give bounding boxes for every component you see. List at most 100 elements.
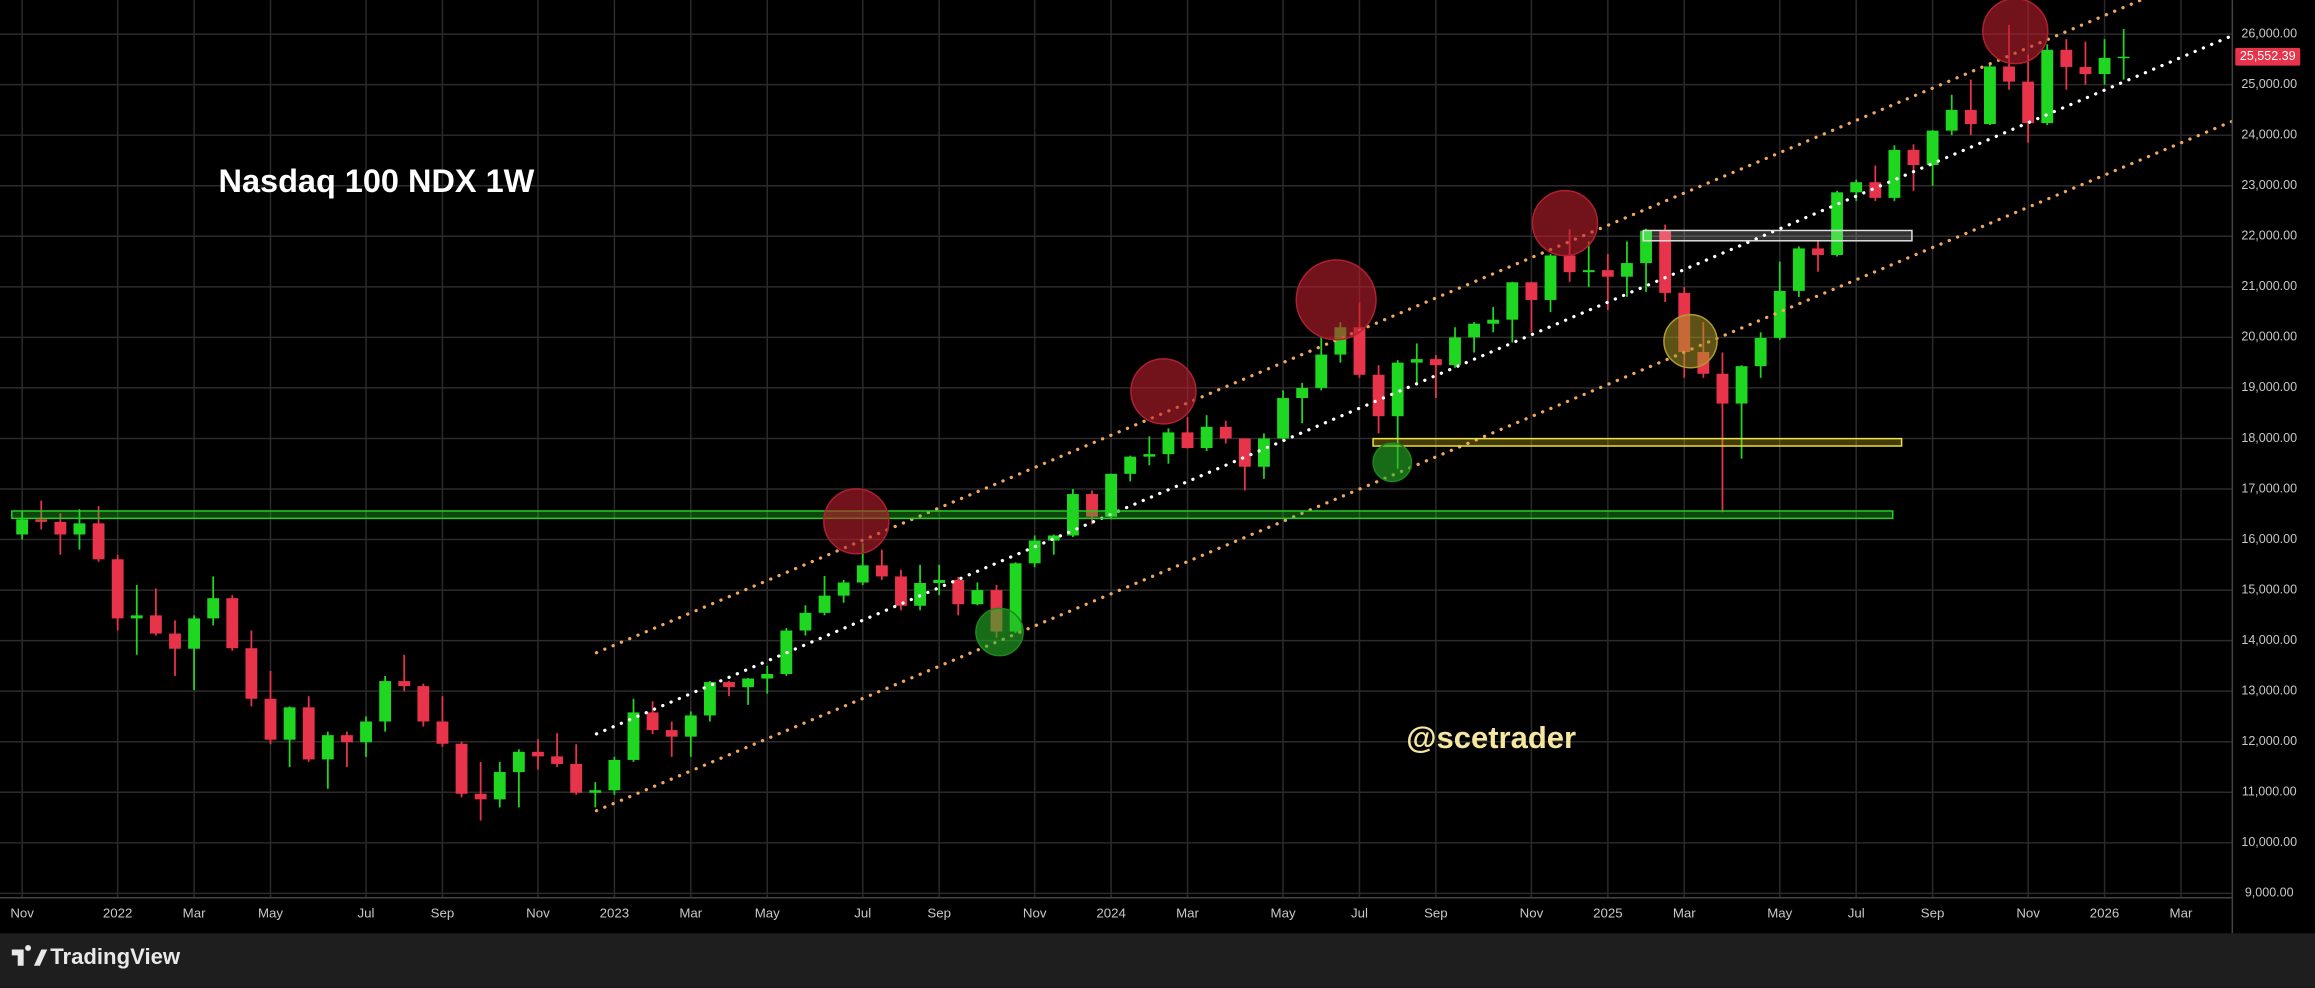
candle-body: [130, 615, 143, 619]
candle-body: [1640, 230, 1652, 264]
candle-body: [1984, 66, 1996, 125]
price-axis: [2232, 0, 2315, 934]
y-tick-label: 14,000.00: [2241, 633, 2297, 647]
candle-body: [1047, 535, 1060, 541]
candle-body: [952, 579, 965, 605]
y-tick-label: 17,000.00: [2241, 481, 2297, 495]
y-tick-label: 23,000.00: [2241, 178, 2297, 192]
footer: [0, 933, 2315, 988]
y-tick-label: 10,000.00: [2241, 835, 2297, 849]
x-tick-label: Jul: [1848, 906, 1865, 921]
candle-body: [245, 648, 258, 699]
candle-body: [1869, 182, 1882, 198]
y-tick-label: 12,000.00: [2241, 734, 2297, 748]
candle-body: [111, 559, 124, 619]
x-tick-label: May: [1767, 906, 1792, 921]
x-tick-label: May: [755, 906, 780, 921]
candle-body: [703, 682, 716, 716]
y-tick-label: 18,000.00: [2241, 431, 2297, 445]
x-tick-label: Jul: [358, 906, 375, 921]
candle-body: [264, 698, 277, 740]
candle-body: [302, 707, 315, 760]
green-circle: [1372, 442, 1413, 483]
candle-body: [1544, 255, 1557, 300]
candle-body: [1506, 282, 1519, 320]
candle-body: [54, 521, 67, 535]
x-tick-label: Jul: [1351, 906, 1368, 921]
x-tick-label: Nov: [2016, 906, 2040, 921]
candle-body: [360, 721, 372, 743]
candle-body: [895, 576, 907, 606]
candle-body: [1601, 270, 1614, 277]
candle-body: [1181, 432, 1194, 449]
candle-body: [684, 715, 697, 737]
candle-body: [283, 707, 296, 740]
candle-body: [1659, 230, 1672, 293]
candle-body: [1468, 323, 1481, 338]
candle-body: [1525, 282, 1538, 300]
candle-body: [914, 583, 926, 606]
candle-body: [971, 590, 984, 605]
candle-body: [933, 579, 946, 584]
red-circle: [1531, 189, 1599, 257]
x-tick-label: Sep: [927, 906, 951, 921]
candle-body: [761, 673, 774, 679]
candle-body: [73, 523, 86, 535]
candle-body: [1200, 426, 1213, 449]
channel-lower: [594, 119, 2234, 813]
x-tick-label: Mar: [2170, 906, 2193, 921]
candle-body: [646, 712, 659, 731]
y-tick-label: 15,000.00: [2241, 582, 2297, 596]
candle-body: [1105, 473, 1118, 517]
channel-middle: [594, 33, 2234, 736]
candle-body: [188, 618, 201, 649]
candle-body: [1277, 398, 1289, 439]
axes: 9,000.00 10,000.00 11,000.00 12,000.00 13,00…: [10, 26, 2301, 921]
y-tick-label: 16,000.00: [2241, 532, 2297, 546]
candle-body: [512, 751, 525, 773]
candle-body: [1429, 359, 1442, 366]
x-tick-label: May: [258, 906, 283, 921]
x-tick-label: Mar: [183, 906, 206, 921]
x-tick-label: May: [1271, 906, 1296, 921]
x-tick-label: Nov: [1023, 906, 1047, 921]
candle-body: [1754, 337, 1767, 367]
y-tick-label: 25,000.00: [2241, 77, 2297, 91]
brand: TradingView: [50, 944, 181, 969]
x-tick-label: Sep: [1424, 906, 1448, 921]
chart-title: Nasdaq 100 NDX 1W: [219, 163, 535, 199]
candle-body: [398, 681, 411, 687]
candle-body: [2022, 81, 2035, 124]
candle-body: [1888, 149, 1901, 198]
candle-body: [1792, 248, 1805, 291]
candle-body: [1162, 432, 1175, 455]
candle-body: [1009, 563, 1022, 632]
candle-body: [1086, 494, 1098, 517]
candle-body: [35, 519, 48, 522]
y-tick-label: 13,000.00: [2241, 683, 2297, 697]
yellow-circle: [1663, 313, 1718, 369]
candle-body: [207, 598, 220, 619]
candle-body: [875, 565, 888, 577]
candle-body: [1143, 454, 1156, 457]
x-tick-label: Sep: [1921, 906, 1945, 921]
x-tick-label: Mar: [1176, 906, 1199, 921]
x-tick-label: Nov: [1520, 906, 1544, 921]
candle-body: [1334, 327, 1347, 355]
annotation: @scetrader: [1406, 720, 1576, 755]
y-tick-label: 11,000.00: [2242, 785, 2297, 799]
candle-body: [1487, 319, 1500, 324]
candle-body: [493, 772, 506, 800]
candle-body: [92, 523, 105, 560]
candle-body: [2079, 66, 2092, 75]
candle-body: [1028, 540, 1041, 564]
y-tick-label: 26,000.00: [2241, 26, 2297, 40]
candle-body: [1735, 366, 1748, 404]
red-circle: [823, 488, 890, 555]
x-tick-label: Mar: [679, 906, 702, 921]
candle-body: [1258, 438, 1270, 467]
x-tick-label: Nov: [10, 906, 34, 921]
red-circle: [1982, 0, 2049, 65]
candle-body: [341, 735, 353, 743]
